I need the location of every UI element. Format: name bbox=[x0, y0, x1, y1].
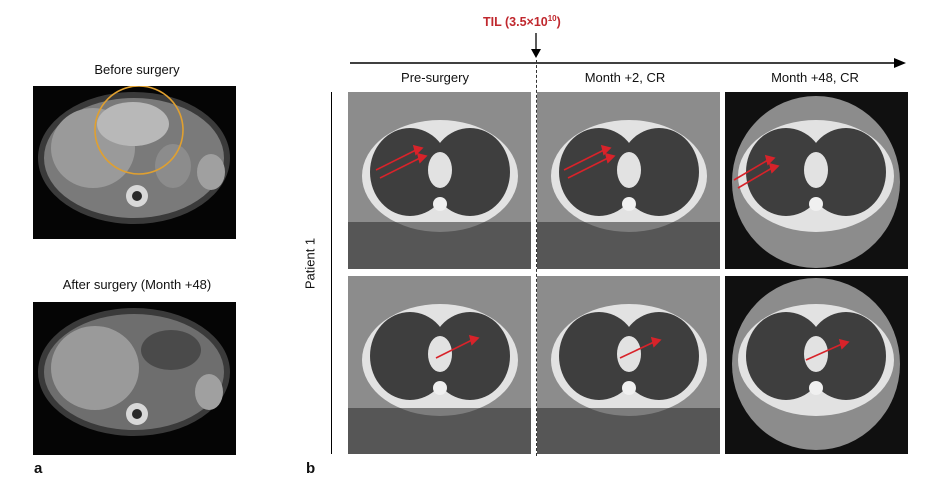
panel-a-letter: a bbox=[34, 460, 43, 477]
til-prefix: TIL (3.5×10 bbox=[483, 15, 548, 30]
til-dose-annotation: TIL (3.5×1010) bbox=[483, 14, 561, 29]
ct-abdomen-before bbox=[33, 86, 236, 239]
column-label-pre-surgery: Pre-surgery bbox=[401, 70, 469, 85]
column-label-month-2: Month +2, CR bbox=[584, 70, 666, 85]
lung-ct-grid bbox=[348, 92, 908, 454]
patient-row-bracket bbox=[331, 92, 332, 454]
after-surgery-title: After surgery (Month +48) bbox=[62, 277, 212, 292]
before-surgery-title: Before surgery bbox=[94, 62, 180, 77]
til-exponent: 10 bbox=[547, 14, 557, 23]
ct-abdomen-after bbox=[33, 302, 236, 455]
tumor-circle-annotation bbox=[94, 86, 184, 175]
patient-1-label: Patient 1 bbox=[302, 237, 318, 290]
timeline-axis bbox=[350, 33, 906, 68]
panel-b-letter: b bbox=[306, 460, 316, 477]
column-label-month-48: Month +48, CR bbox=[771, 70, 859, 85]
til-suffix: ) bbox=[556, 15, 561, 30]
til-infusion-divider bbox=[536, 60, 537, 456]
